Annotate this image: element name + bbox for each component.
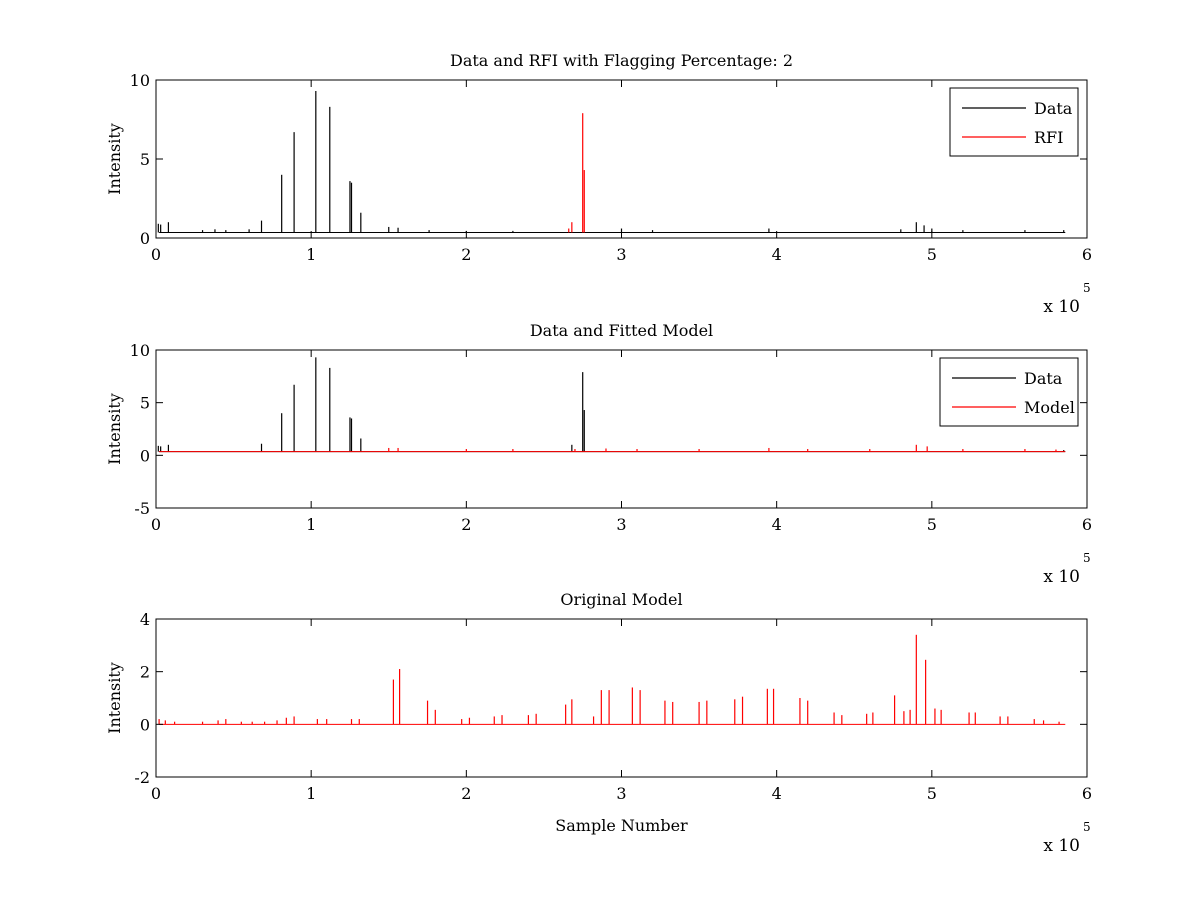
x-tick-label: 2: [461, 515, 471, 534]
x-exponent-base: x 10: [1043, 836, 1080, 856]
x-tick-label: 3: [616, 245, 626, 264]
y-tick-label: 0: [140, 446, 150, 465]
series-model: [159, 444, 1066, 453]
y-tick-label: 5: [140, 150, 150, 169]
legend-box: [949, 87, 1079, 157]
x-axis-label: Sample Number: [555, 816, 688, 835]
x-tick-label: 5: [927, 784, 937, 803]
x-tick-label: 3: [616, 515, 626, 534]
x-tick-label: 6: [1082, 245, 1092, 264]
x-tick-label: 2: [461, 784, 471, 803]
chart-title: Data and RFI with Flagging Percentage: 2: [450, 51, 793, 70]
x-exponent-power: 5: [1083, 820, 1091, 834]
y-tick-label: 5: [140, 394, 150, 413]
legend-label-rfi: RFI: [1034, 128, 1063, 147]
x-tick-label: 3: [616, 784, 626, 803]
x-tick-label: 0: [151, 784, 161, 803]
x-exponent-power: 5: [1083, 281, 1091, 295]
legend-label-model: Model: [1024, 398, 1075, 417]
legend-label-data: Data: [1024, 369, 1063, 388]
y-tick-label: 2: [140, 663, 150, 682]
chart-title: Data and Fitted Model: [530, 321, 713, 340]
series-rfi: [568, 113, 585, 233]
y-tick-label: 0: [140, 229, 150, 248]
y-axis-label: Intensity: [105, 393, 124, 465]
chart-title: Original Model: [560, 590, 682, 609]
y-axis-label: Intensity: [105, 662, 124, 734]
legend: Data Model: [939, 357, 1079, 427]
chart-panel-1: Data and RFI with Flagging Percentage: 2…: [105, 51, 1092, 317]
plot-area: [155, 618, 1088, 778]
x-tick-label: 6: [1082, 515, 1092, 534]
x-exponent-base: x 10: [1043, 567, 1080, 587]
x-tick-label: 4: [772, 245, 782, 264]
plot-area: [155, 79, 1088, 239]
x-tick-label: 0: [151, 245, 161, 264]
series-data: [157, 91, 1066, 233]
x-exponent-power: 5: [1083, 551, 1091, 565]
x-tick-label: 2: [461, 245, 471, 264]
y-tick-label: 10: [130, 71, 150, 90]
series-model: [158, 634, 1066, 725]
x-tick-label: 0: [151, 515, 161, 534]
legend: Data RFI: [949, 87, 1079, 157]
y-tick-label: -5: [134, 499, 150, 518]
legend-box: [939, 357, 1079, 427]
x-tick-label: 5: [927, 515, 937, 534]
x-tick-label: 6: [1082, 784, 1092, 803]
x-tick-label: 5: [927, 245, 937, 264]
y-axis-label: Intensity: [105, 123, 124, 195]
x-exponent-base: x 10: [1043, 297, 1080, 317]
y-tick-label: 4: [140, 610, 150, 629]
y-tick-label: 10: [130, 341, 150, 360]
y-tick-label: -2: [134, 768, 150, 787]
x-tick-label: 4: [772, 515, 782, 534]
x-tick-label: 1: [306, 245, 316, 264]
x-tick-label: 4: [772, 784, 782, 803]
y-tick-label: 0: [140, 715, 150, 734]
legend-label-data: Data: [1034, 99, 1073, 118]
x-tick-label: 1: [306, 515, 316, 534]
x-tick-label: 1: [306, 784, 316, 803]
plot-area: [155, 349, 1088, 509]
